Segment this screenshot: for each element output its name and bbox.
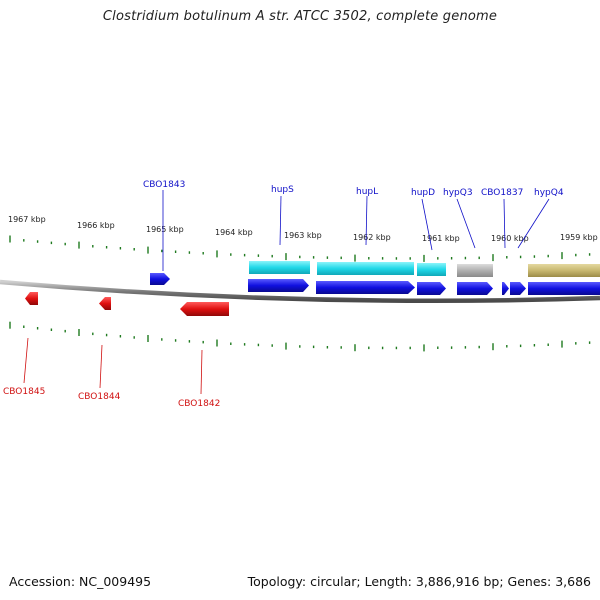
forward-gene-arrow[interactable] [316, 281, 415, 294]
forward-gene-arrow[interactable] [528, 282, 600, 295]
accession-text: Accession: NC_009495 [9, 574, 152, 589]
genome-title: Clostridium botulinum A str. ATCC 3502, … [102, 9, 498, 24]
scale-label: 1962 kbp [353, 233, 391, 242]
gene-label-CBO1845[interactable]: CBO1845 [3, 387, 45, 397]
scale-label: 1961 kbp [422, 234, 460, 243]
forward-gene-labels: CBO1843 hupS hupL hupD hypQ3 CBO1837 hyp… [143, 180, 564, 271]
scale-label: 1964 kbp [215, 228, 253, 237]
gene-label-CBO1844[interactable]: CBO1844 [78, 392, 121, 402]
upper-scale-ticks [9, 235, 591, 262]
gene-label-CBO1837[interactable]: CBO1837 [481, 188, 523, 198]
forward-gene-arrow[interactable] [417, 282, 446, 295]
gene-label-hypQ4[interactable]: hypQ4 [534, 188, 564, 198]
gene-label-hupD[interactable]: hupD [411, 188, 435, 198]
scale-labels: 1967 kbp 1966 kbp 1965 kbp 1964 kbp 1963… [8, 215, 598, 243]
olive-feature-bar[interactable] [528, 264, 600, 277]
gene-label-hupS[interactable]: hupS [271, 185, 294, 195]
scale-label: 1966 kbp [77, 221, 115, 230]
cyan-feature-bar[interactable] [417, 263, 446, 276]
genome-backbone [0, 279, 600, 304]
cyan-feature-bar[interactable] [317, 262, 414, 275]
lower-scale-ticks [9, 321, 591, 352]
reverse-gene-arrow[interactable] [99, 297, 111, 310]
gene-label-hypQ3[interactable]: hypQ3 [443, 188, 473, 198]
gene-label-hupL[interactable]: hupL [356, 187, 378, 197]
scale-label: 1960 kbp [491, 234, 529, 243]
scale-label: 1959 kbp [560, 233, 598, 242]
leader-line [365, 195, 368, 246]
forward-gene-arrow[interactable] [248, 279, 309, 292]
cyan-feature-bar[interactable] [249, 261, 310, 274]
leader-line [23, 337, 29, 384]
leader-line [456, 198, 476, 249]
leader-line [421, 198, 433, 251]
gray-feature-bar[interactable] [457, 264, 493, 277]
leader-line [200, 349, 203, 395]
forward-gene-arrow[interactable] [150, 273, 170, 285]
reverse-gene-arrow[interactable] [25, 292, 38, 305]
leader-line [503, 198, 506, 249]
gene-label-CBO1842[interactable]: CBO1842 [178, 399, 220, 409]
genome-summary-text: Topology: circular; Length: 3,886,916 bp… [247, 574, 591, 589]
leader-line [279, 195, 282, 246]
reverse-gene-labels: CBO1845 CBO1844 CBO1842 [3, 337, 220, 409]
leader-line [517, 198, 550, 249]
reverse-gene-arrow[interactable] [180, 302, 229, 316]
reverse-genes [25, 292, 229, 316]
gene-label-CBO1843[interactable]: CBO1843 [143, 180, 185, 190]
leader-line [99, 344, 103, 389]
scale-label: 1963 kbp [284, 231, 322, 240]
forward-gene-arrow[interactable] [457, 282, 493, 295]
scale-label: 1965 kbp [146, 225, 184, 234]
feature-bars [249, 261, 600, 277]
forward-gene-arrow[interactable] [502, 282, 509, 295]
scale-label: 1967 kbp [8, 215, 46, 224]
forward-genes [150, 273, 600, 295]
forward-gene-arrow[interactable] [510, 282, 526, 295]
